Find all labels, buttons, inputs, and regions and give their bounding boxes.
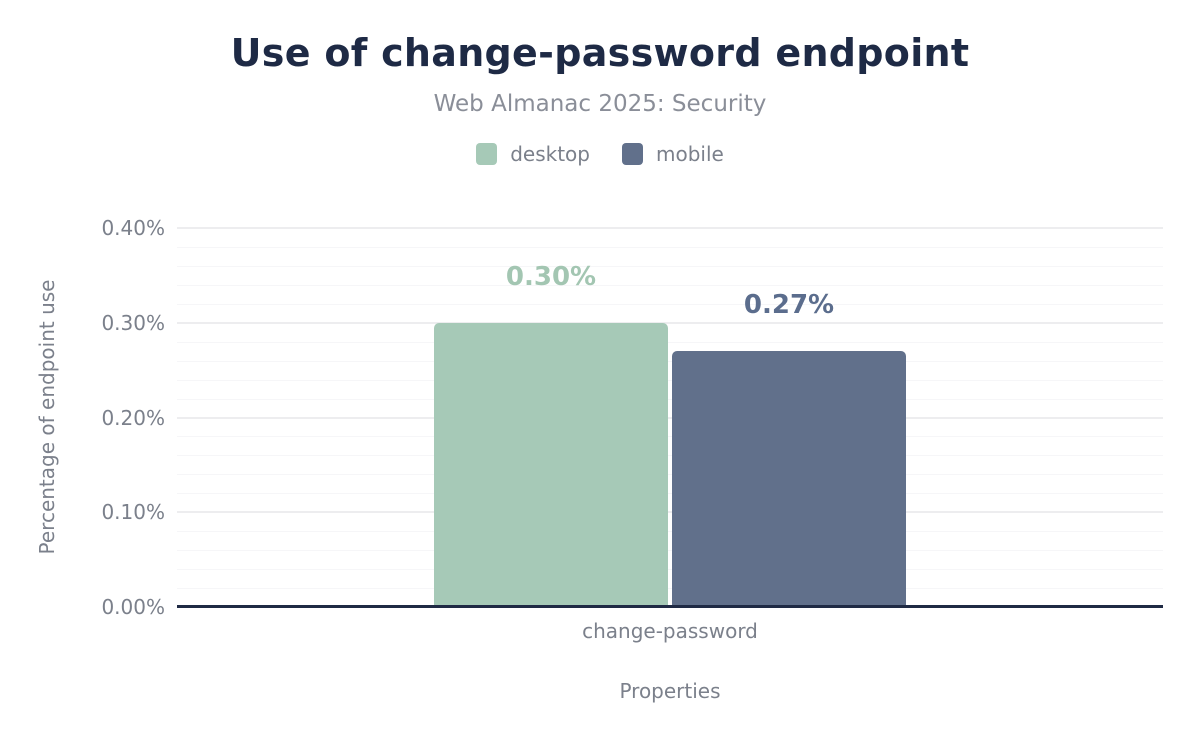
gridline-minor — [177, 531, 1163, 533]
legend-label-mobile: mobile — [655, 142, 724, 166]
plot-area: change-password Properties 0.30% 0.27% — [177, 227, 1163, 703]
gridline-minor — [177, 341, 1163, 343]
gridline-minor — [177, 569, 1163, 571]
y-tick-label: 0.20% — [101, 405, 165, 430]
gridline-minor — [177, 398, 1163, 400]
gridline-major — [177, 227, 1163, 229]
y-tick-label: 0.30% — [101, 310, 165, 335]
legend: desktop mobile — [0, 142, 1200, 166]
gridline-minor — [177, 379, 1163, 381]
bar-value-label-desktop: 0.30% — [505, 262, 597, 292]
gridline-minor — [177, 284, 1163, 286]
bar-desktop[interactable] — [434, 323, 668, 607]
gridline-minor — [177, 265, 1163, 267]
gridline-minor — [177, 493, 1163, 495]
y-tick-label: 0.00% — [101, 595, 165, 619]
bar-value-label-mobile: 0.27% — [743, 290, 835, 320]
gridline-major — [177, 321, 1163, 324]
gridline-minor — [177, 303, 1163, 305]
legend-swatch-mobile — [621, 143, 643, 165]
gridline-minor — [177, 474, 1163, 476]
gridline-minor — [177, 436, 1163, 438]
y-tick-label: 0.40% — [101, 216, 165, 240]
legend-item-mobile[interactable]: mobile — [621, 142, 724, 166]
gridline-minor — [177, 246, 1163, 248]
gridline-major — [177, 511, 1163, 514]
gridline-minor — [177, 360, 1163, 362]
gridline-minor — [177, 588, 1163, 590]
x-category-label: change-password — [582, 619, 758, 643]
y-tick-label: 0.10% — [101, 500, 165, 525]
gridline-minor — [177, 455, 1163, 457]
chart-subtitle: Web Almanac 2025: Security — [433, 91, 767, 117]
chart-title: Use of change-password endpoint — [230, 31, 970, 75]
legend-swatch-desktop — [476, 143, 498, 165]
gridline-major — [177, 416, 1163, 419]
legend-label-desktop: desktop — [510, 142, 590, 166]
y-axis-ticks: 0.00% 0.10% 0.20% 0.30% 0.40% — [0, 217, 165, 618]
x-axis-title: Properties — [619, 679, 721, 703]
x-axis-line — [177, 605, 1163, 608]
gridline-minor — [177, 550, 1163, 552]
legend-item-desktop[interactable]: desktop — [476, 142, 590, 166]
bar-mobile[interactable] — [672, 351, 906, 607]
